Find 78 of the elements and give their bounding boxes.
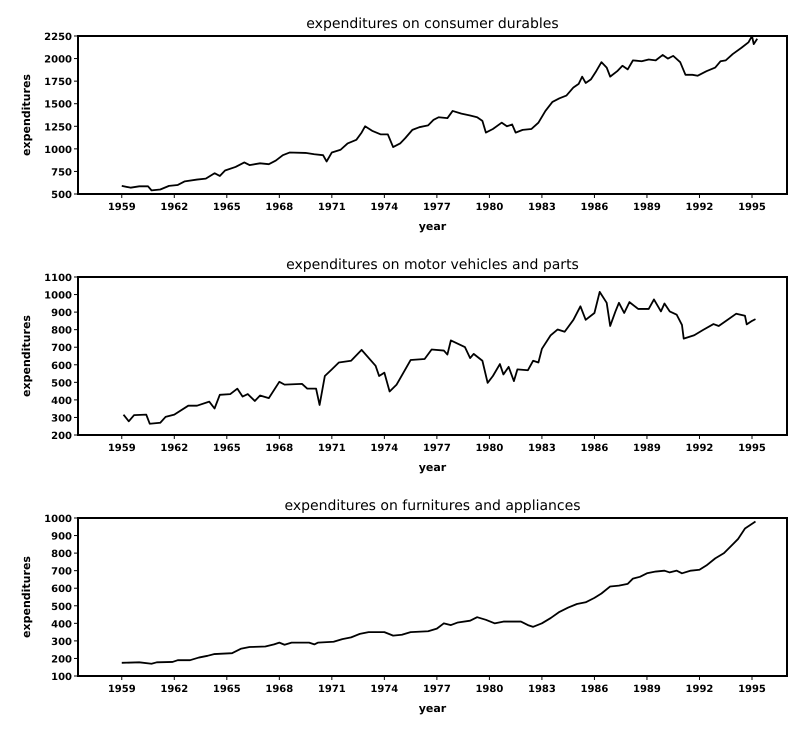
x-tick-label: 1980 — [475, 684, 504, 695]
y-tick-label: 400 — [51, 619, 72, 630]
x-tick-label: 1971 — [318, 443, 346, 454]
x-tick-label: 1971 — [318, 684, 346, 695]
x-tick-label: 1974 — [370, 684, 398, 695]
x-tick-label: 1995 — [738, 202, 766, 213]
line-series — [122, 291, 756, 425]
x-tick-label: 1995 — [738, 443, 766, 454]
y-tick-label: 200 — [51, 431, 72, 442]
x-tick-label: 1983 — [528, 443, 556, 454]
x-axis-title: year — [418, 702, 447, 715]
x-tick-label: 1986 — [580, 684, 608, 695]
y-tick-label: 2000 — [44, 54, 72, 66]
y-tick-label: 600 — [51, 360, 72, 372]
y-axis-title: expenditures — [20, 314, 33, 397]
x-tick-label: 1989 — [633, 202, 661, 213]
x-tick-label: 1989 — [633, 684, 661, 695]
x-tick-label: 1962 — [160, 443, 188, 454]
x-tick-label: 1962 — [160, 202, 188, 213]
line-series — [120, 520, 756, 665]
y-tick-label: 300 — [51, 413, 72, 424]
y-tick-label: 1000 — [44, 290, 72, 302]
x-tick-label: 1965 — [212, 443, 241, 454]
x-tick-label: 1974 — [370, 202, 398, 213]
y-tick-label: 900 — [51, 308, 72, 320]
y-tick-label: 1000 — [44, 514, 72, 525]
x-tick-label: 1992 — [686, 684, 714, 695]
y-tick-label: 400 — [51, 396, 72, 407]
x-tick-label: 1968 — [265, 684, 294, 695]
y-tick-label: 900 — [51, 532, 72, 543]
chart-title: expenditures on motor vehicles and parts — [286, 257, 579, 273]
x-axis-title: year — [418, 461, 447, 474]
y-tick-label: 1250 — [44, 122, 72, 134]
y-tick-label: 800 — [51, 549, 72, 560]
chart-title: expenditures on consumer durables — [306, 16, 559, 32]
x-axis-title: year — [418, 220, 447, 233]
y-tick-label: 2250 — [44, 32, 72, 43]
x-tick-label: 1983 — [528, 202, 556, 213]
y-tick-label: 1750 — [44, 77, 72, 88]
x-tick-label: 1992 — [686, 202, 714, 213]
x-tick-label: 1995 — [738, 684, 766, 695]
y-tick-label: 600 — [51, 584, 72, 596]
x-tick-label: 1959 — [108, 443, 136, 454]
x-tick-label: 1965 — [212, 202, 241, 213]
chart-title: expenditures on furnitures and appliances — [284, 498, 581, 514]
x-tick-label: 1977 — [422, 443, 451, 454]
x-tick-label: 1983 — [528, 684, 556, 695]
x-tick-label: 1977 — [422, 684, 451, 695]
y-axis-title: expenditures — [20, 556, 33, 638]
x-tick-label: 1968 — [265, 443, 294, 454]
x-tick-label: 1977 — [422, 202, 451, 213]
x-tick-label: 1971 — [318, 202, 346, 213]
y-tick-label: 100 — [51, 672, 72, 683]
x-tick-label: 1965 — [212, 684, 241, 695]
x-tick-label: 1959 — [108, 684, 136, 695]
x-tick-label: 1980 — [475, 202, 504, 213]
x-tick-label: 1989 — [633, 443, 661, 454]
y-tick-label: 500 — [51, 602, 72, 613]
y-tick-label: 800 — [51, 326, 72, 337]
x-tick-label: 1992 — [686, 443, 714, 454]
x-tick-label: 1974 — [370, 443, 398, 454]
y-tick-label: 300 — [51, 636, 72, 648]
x-tick-label: 1986 — [580, 443, 608, 454]
x-tick-label: 1962 — [160, 684, 188, 695]
y-tick-label: 1100 — [44, 273, 72, 284]
x-tick-label: 1959 — [108, 202, 136, 213]
y-tick-label: 750 — [51, 167, 72, 178]
y-axis-title: expenditures — [20, 74, 33, 156]
x-tick-label: 1968 — [265, 202, 294, 213]
x-tick-label: 1980 — [475, 443, 504, 454]
y-tick-label: 1500 — [44, 100, 72, 111]
y-tick-label: 700 — [51, 343, 72, 354]
y-tick-label: 200 — [51, 654, 72, 666]
y-tick-label: 1000 — [44, 144, 72, 156]
y-tick-label: 700 — [51, 566, 72, 578]
y-tick-label: 500 — [51, 378, 72, 390]
x-tick-label: 1986 — [580, 202, 608, 213]
y-tick-label: 500 — [51, 190, 72, 201]
